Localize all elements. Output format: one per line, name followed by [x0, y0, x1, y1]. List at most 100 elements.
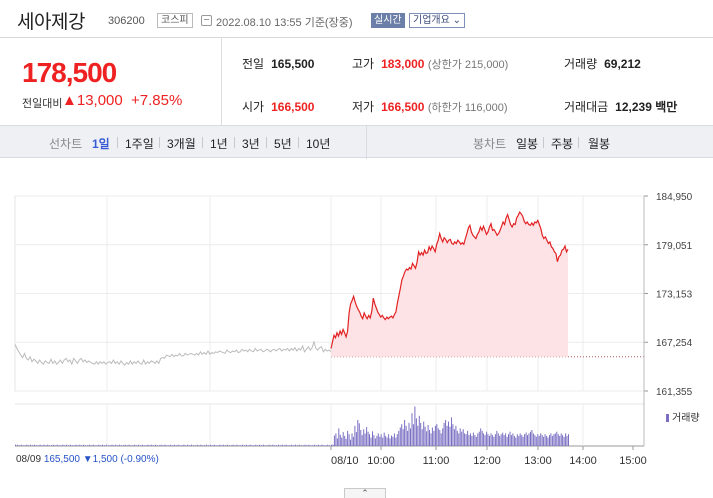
volume-bar: [16, 444, 18, 446]
volume-bar: [115, 444, 117, 446]
x-tick-label-7: 15:00: [619, 455, 647, 467]
volume-bar: [512, 433, 514, 446]
volume-bar: [81, 445, 83, 446]
volume-bar: [293, 445, 295, 446]
volume-bar: [24, 445, 26, 446]
tab-daily-candle[interactable]: 일봉: [516, 137, 539, 151]
volume-bar: [549, 435, 550, 446]
prev-day-summary: 08/09 165,500 ▼1,500 (-0.90%): [16, 454, 159, 465]
volume-bar: [219, 444, 221, 446]
volume-bar: [314, 444, 315, 446]
volume-bar: [458, 433, 460, 446]
price-chart[interactable]: 184,950 179,051 173,153 167,254 161,355 08/10…: [0, 158, 713, 498]
volume-bar: [443, 422, 445, 446]
stat-prev-close: 전일 165,500: [242, 57, 315, 71]
volume-bar: [333, 435, 335, 446]
tab-1year[interactable]: 1년: [210, 137, 228, 151]
tab-10year[interactable]: 10년: [306, 137, 331, 151]
volume-bar: [407, 430, 409, 446]
volume-bar: [350, 439, 351, 446]
volume-bar: [287, 445, 289, 446]
volume-bar: [18, 445, 20, 446]
volume-bar: [261, 445, 262, 446]
volume-bar: [228, 445, 230, 446]
volume-bar: [494, 434, 496, 446]
volume-bar: [54, 445, 56, 446]
y-tick-label-3: 167,254: [656, 338, 693, 349]
stat-open: 시가 166,500: [242, 100, 315, 114]
volume-bar: [502, 432, 504, 446]
volume-bar: [255, 444, 257, 446]
volume-bar: [45, 445, 47, 446]
change-percent: +7.85%: [131, 92, 183, 109]
tab-1day[interactable]: 1일: [92, 137, 110, 151]
volume-bar: [177, 444, 179, 446]
x-tick-label-2: 10:00: [367, 455, 395, 467]
volume-bar: [453, 429, 455, 446]
volume-bar: [496, 430, 498, 446]
volume-bar: [236, 444, 238, 446]
volume-bar: [226, 444, 228, 446]
volume-bar: [187, 444, 189, 446]
realtime-button[interactable]: 실시간: [371, 13, 405, 28]
volume-bar: [348, 434, 350, 446]
volume-bar: [524, 434, 526, 446]
volume-bar: [173, 444, 175, 446]
volume-bar: [185, 445, 187, 446]
volume-bar: [421, 429, 423, 446]
tab-1week[interactable]: 1주일: [125, 137, 154, 151]
volume-bar: [274, 445, 276, 446]
company-overview-dropdown[interactable]: 기업개요 ⌄: [409, 13, 465, 28]
volume-bar: [393, 433, 395, 446]
volume-bar: [497, 433, 499, 446]
volume-bar: [481, 430, 483, 446]
volume-bar: [489, 435, 490, 446]
volume-bar: [300, 445, 302, 446]
volume-bar: [302, 445, 304, 446]
volume-bar: [560, 433, 562, 446]
volume-bar: [392, 436, 394, 446]
volume-bar: [151, 444, 153, 446]
volume-bar: [206, 444, 208, 446]
volume-bar: [278, 444, 279, 446]
volume-bar: [553, 434, 555, 446]
volume-bar: [166, 445, 168, 446]
tab-weekly-candle[interactable]: 주봉: [551, 137, 574, 151]
volume-bar: [62, 444, 64, 446]
volume-bar: [268, 444, 270, 446]
volume-bar: [405, 425, 407, 446]
tab-monthly-candle[interactable]: 월봉: [588, 137, 611, 151]
y-tick-label-1: 179,051: [656, 241, 693, 252]
volume-bar: [391, 435, 392, 446]
volume-bar: [508, 434, 509, 446]
volume-bar: [191, 444, 192, 446]
volume-bar: [329, 445, 331, 446]
volume-bar: [364, 433, 366, 446]
volume-bar: [427, 425, 429, 446]
tab-3month[interactable]: 3개월: [167, 137, 196, 151]
volume-bar: [442, 428, 444, 446]
volume-bar: [138, 444, 139, 446]
volume-bar: [200, 444, 202, 446]
volume-bar: [388, 434, 390, 446]
volume-bar: [420, 422, 422, 446]
volume-bar: [244, 445, 245, 446]
collapse-chart-button[interactable]: ⌃: [344, 488, 386, 498]
volume-bar: [202, 445, 204, 446]
chevron-up-icon: ⌃: [361, 488, 369, 498]
volume-bar: [130, 445, 132, 446]
stat-high: 고가 183,000 (상한가 215,000): [352, 57, 509, 71]
volume-bar: [568, 434, 569, 446]
volume-bar: [389, 438, 391, 446]
volume-bar: [75, 444, 77, 446]
volume-bar: [83, 444, 85, 446]
tab-3year[interactable]: 3년: [242, 137, 260, 151]
volume-bar: [510, 435, 512, 446]
volume-bar: [60, 445, 62, 446]
market-badge: 코스피: [157, 13, 193, 28]
volume-bar: [554, 433, 556, 446]
volume-bar: [439, 430, 441, 446]
volume-bar: [431, 427, 433, 446]
volume-bar: [541, 435, 543, 446]
tab-5year[interactable]: 5년: [274, 137, 292, 151]
